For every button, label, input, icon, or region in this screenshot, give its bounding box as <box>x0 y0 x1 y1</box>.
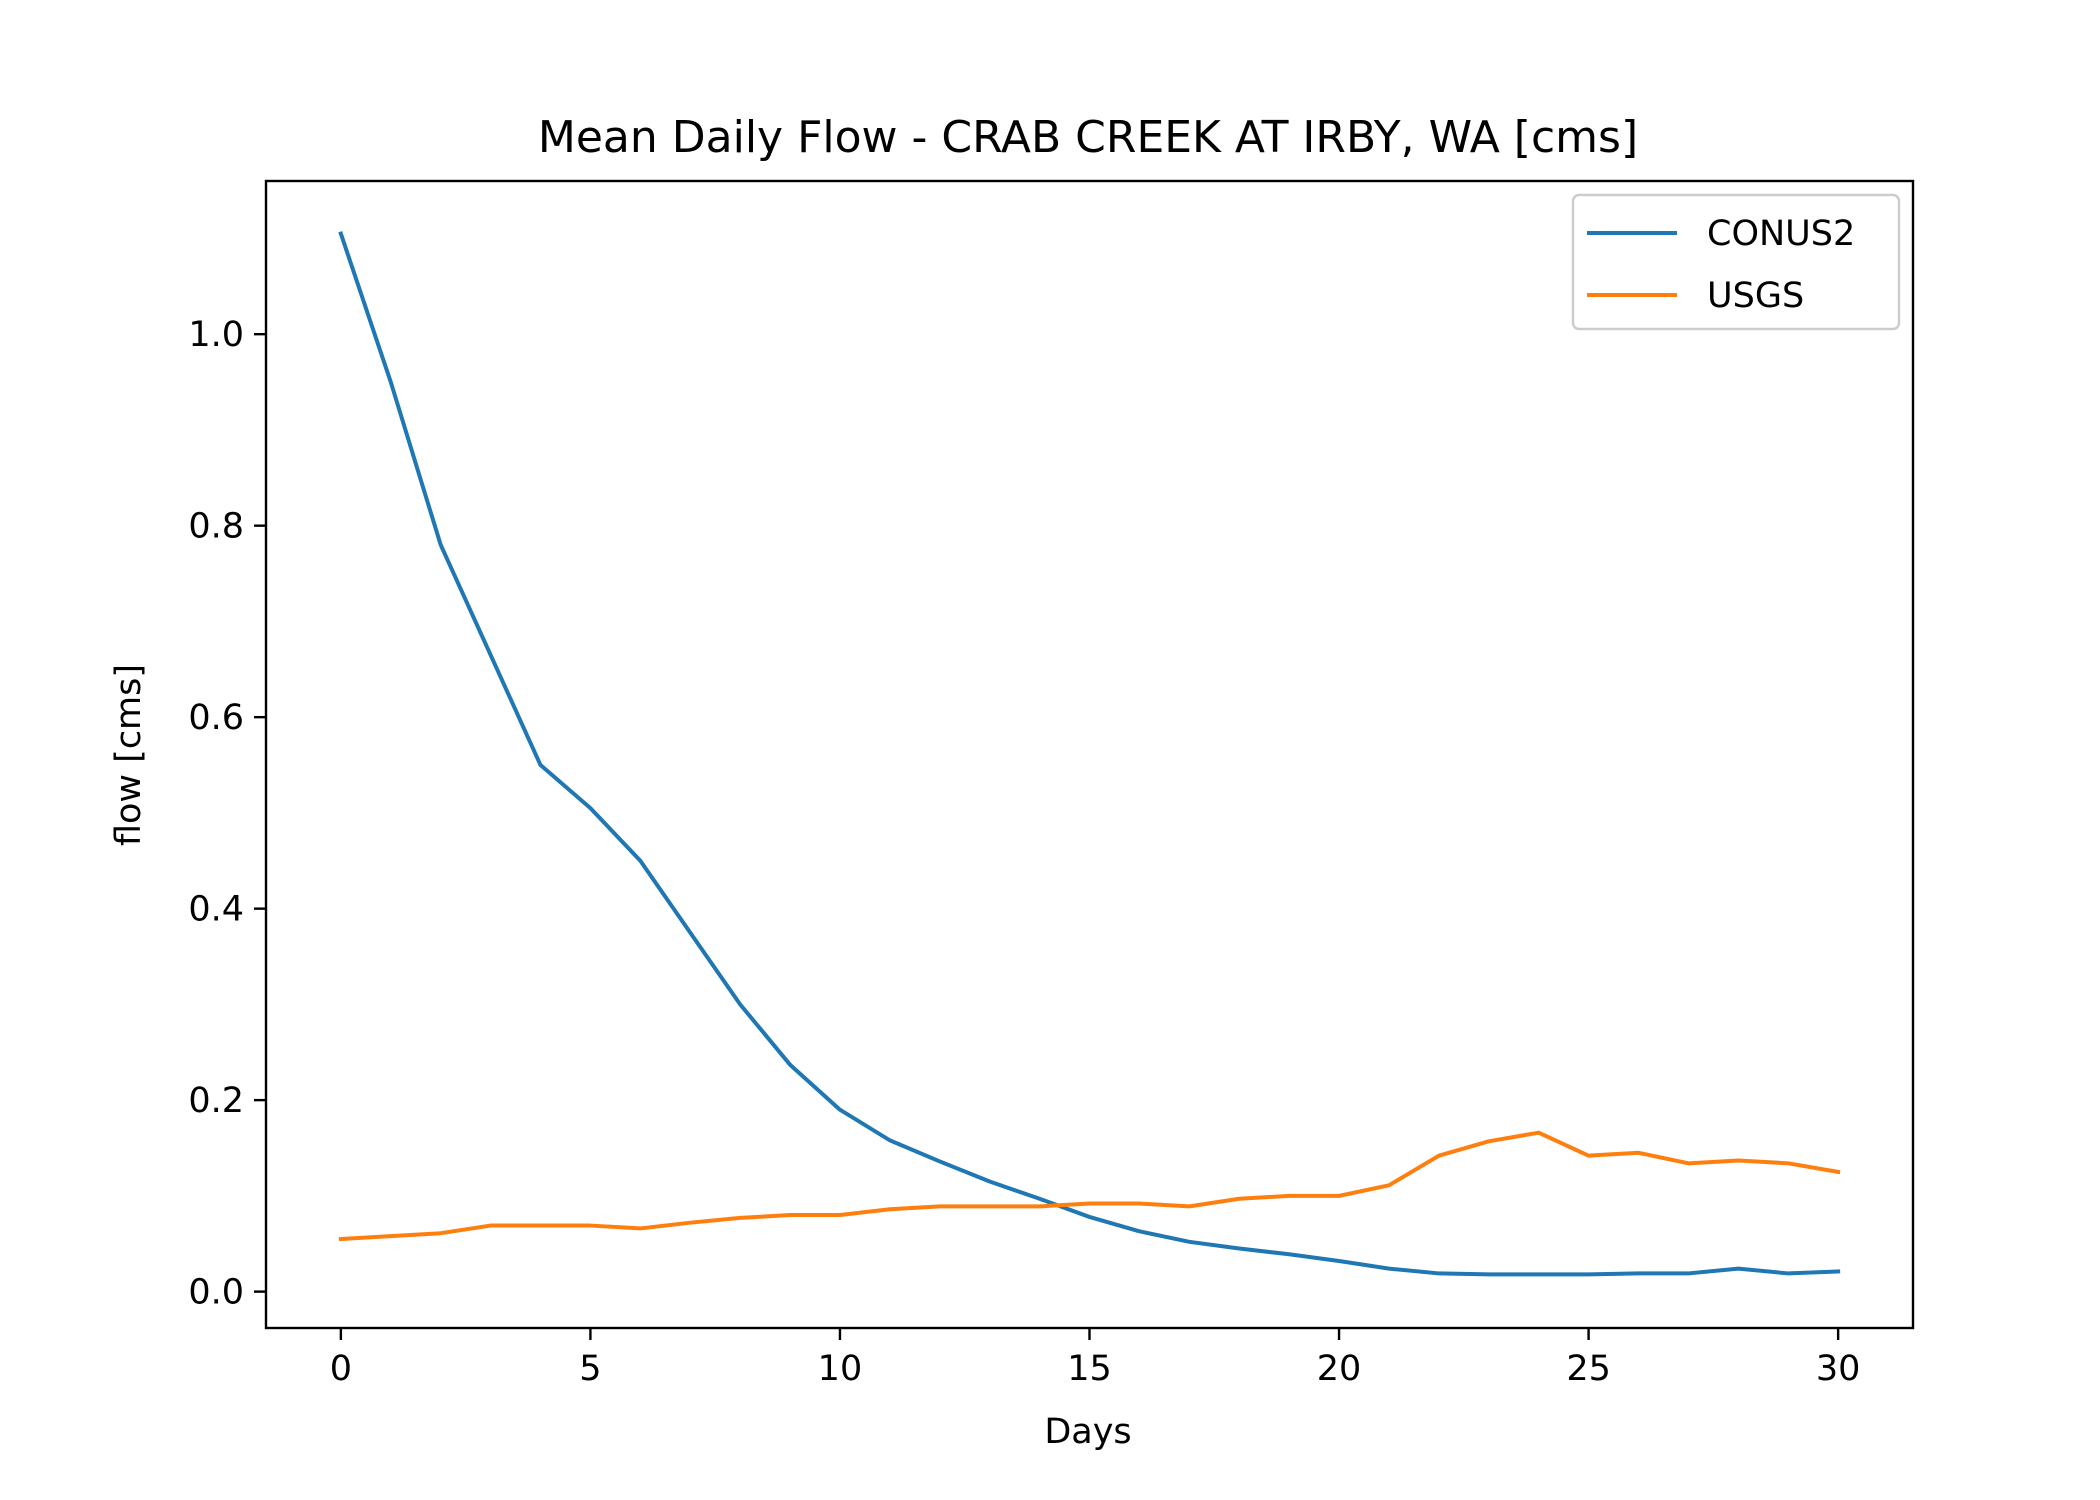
legend-label-conus2: CONUS2 <box>1707 214 1855 254</box>
series-line-conus2 <box>338 231 1841 1277</box>
x-axis-label: Days <box>1044 1412 1131 1452</box>
x-tick-label: 15 <box>1067 1349 1112 1389</box>
chart-title: Mean Daily Flow - CRAB CREEK AT IRBY, WA… <box>538 112 1638 163</box>
legend: CONUS2 USGS <box>1571 193 1901 331</box>
series-line-usgs <box>338 1130 1841 1242</box>
y-axis-label: flow [cms] <box>109 664 149 846</box>
y-tick-label: 0.4 <box>188 890 244 930</box>
x-axis: 0 5 10 15 20 25 30 <box>330 1328 1861 1389</box>
x-tick-label: 30 <box>1816 1349 1861 1389</box>
x-tick-label: 5 <box>579 1349 601 1389</box>
y-tick-label: 0.0 <box>188 1273 244 1313</box>
x-tick-label: 20 <box>1317 1349 1362 1389</box>
y-tick-label: 0.8 <box>188 507 244 547</box>
y-tick-label: 0.2 <box>188 1081 244 1121</box>
y-axis: 0.0 0.2 0.4 0.6 0.8 1.0 <box>188 315 266 1313</box>
x-tick-label: 10 <box>818 1349 863 1389</box>
legend-label-usgs: USGS <box>1707 276 1804 316</box>
x-tick-label: 0 <box>330 1349 352 1389</box>
y-tick-label: 0.6 <box>188 698 244 738</box>
plot-area <box>338 231 1841 1277</box>
y-tick-label: 1.0 <box>188 315 244 355</box>
x-tick-label: 25 <box>1566 1349 1611 1389</box>
